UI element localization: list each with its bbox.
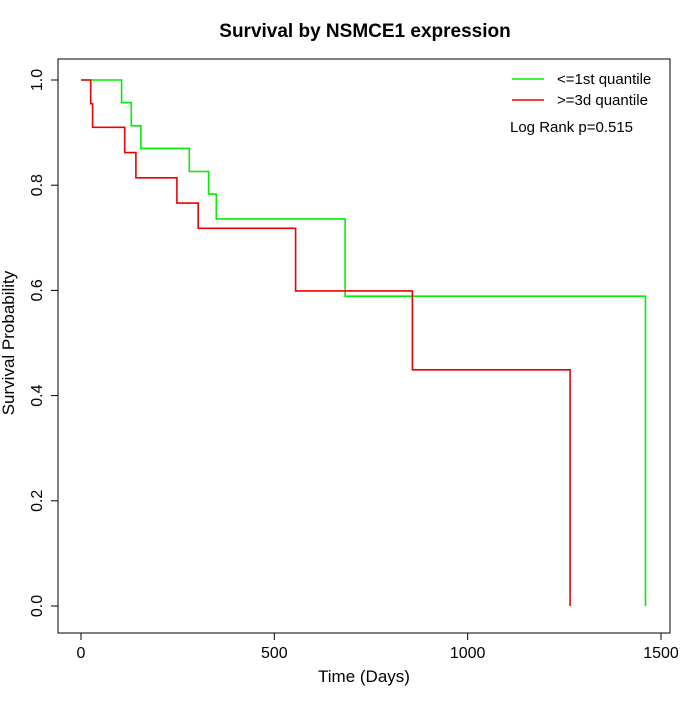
y-axis-label: Survival Probability: [0, 270, 18, 415]
x-tick-label-1: 500: [261, 645, 288, 662]
chart-title: Survival by NSMCE1 expression: [219, 21, 510, 42]
y-tick-label-0: 0.0: [29, 595, 46, 617]
y-tick-label-5: 1.0: [29, 69, 46, 91]
y-tick-label-4: 0.8: [29, 174, 46, 196]
y-tick-label-3: 0.6: [29, 279, 46, 301]
x-axis-label: Time (Days): [318, 667, 410, 686]
legend-label-2: >=3d quantile: [557, 92, 648, 109]
x-tick-label-2: 1000: [450, 645, 486, 662]
series-line-1: [81, 79, 647, 606]
series-line-2: [81, 79, 571, 606]
legend-label-1: <=1st quantile: [557, 71, 651, 88]
x-tick-label-0: 0: [77, 645, 86, 662]
log-rank-annotation: Log Rank p=0.515: [510, 119, 633, 136]
y-tick-label-2: 0.4: [29, 384, 46, 406]
x-tick-label-3: 1500: [643, 645, 679, 662]
y-tick-label-1: 0.2: [29, 490, 46, 512]
